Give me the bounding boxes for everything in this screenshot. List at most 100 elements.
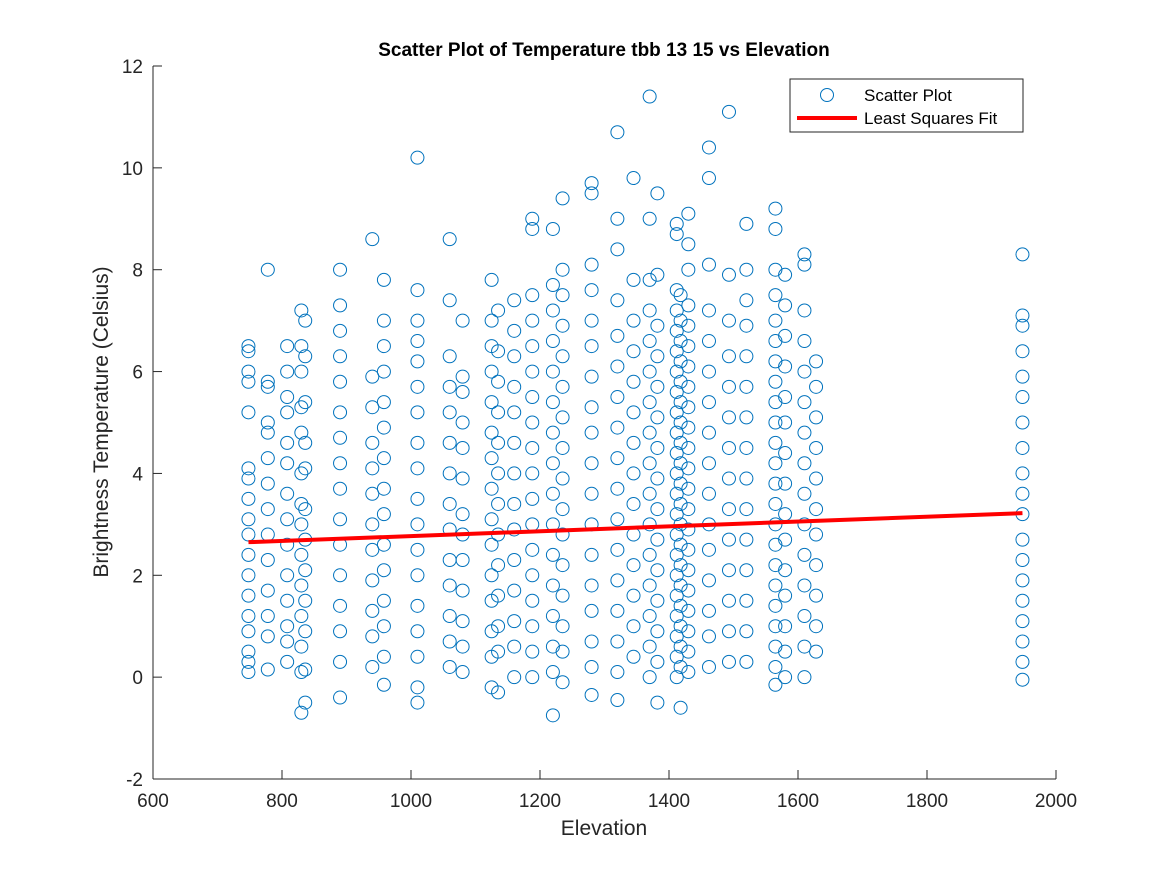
scatter-point bbox=[410, 624, 425, 639]
scatter-point bbox=[455, 614, 470, 629]
scatter-point bbox=[241, 665, 256, 680]
scatter-point bbox=[673, 456, 688, 471]
scatter-point bbox=[673, 395, 688, 410]
scatter-point bbox=[721, 471, 736, 486]
scatter-point bbox=[294, 364, 309, 379]
scatter-point bbox=[260, 379, 275, 394]
scatter-point bbox=[294, 578, 309, 593]
scatter-point bbox=[626, 496, 641, 511]
scatter-point bbox=[376, 420, 391, 435]
x-tick-label: 800 bbox=[266, 791, 298, 812]
scatter-point bbox=[507, 639, 522, 654]
scatter-point bbox=[298, 502, 313, 517]
scatter-point bbox=[681, 542, 696, 557]
scatter-point bbox=[721, 654, 736, 669]
scatter-point bbox=[768, 334, 783, 349]
scatter-point bbox=[294, 339, 309, 354]
y-tick-label: -2 bbox=[126, 770, 143, 791]
scatter-point bbox=[410, 283, 425, 298]
scatter-point bbox=[525, 644, 540, 659]
scatter-point bbox=[455, 583, 470, 598]
scatter-point bbox=[669, 629, 684, 644]
scatter-point bbox=[778, 415, 793, 430]
scatter-point bbox=[442, 435, 457, 450]
scatter-point bbox=[241, 339, 256, 354]
scatter-point bbox=[809, 558, 824, 573]
scatter-point bbox=[555, 440, 570, 455]
scatter-point bbox=[768, 677, 783, 692]
scatter-point bbox=[669, 568, 684, 583]
x-tick-label: 1600 bbox=[777, 791, 819, 812]
scatter-point bbox=[681, 502, 696, 517]
scatter-point bbox=[410, 680, 425, 695]
y-axis-title: Brightness Temperature (Celsius) bbox=[90, 266, 113, 577]
scatter-point bbox=[298, 563, 313, 578]
scatter-point bbox=[610, 512, 625, 527]
scatter-point bbox=[545, 221, 560, 236]
scatter-point bbox=[280, 405, 295, 420]
scatter-point bbox=[410, 491, 425, 506]
scatter-point bbox=[376, 481, 391, 496]
y-tick-label: 2 bbox=[132, 566, 143, 587]
scatter-point bbox=[333, 405, 348, 420]
scatter-point bbox=[455, 639, 470, 654]
scatter-point bbox=[584, 369, 599, 384]
scatter-point bbox=[768, 659, 783, 674]
scatter-point bbox=[681, 665, 696, 680]
y-tick-label: 10 bbox=[122, 159, 143, 180]
scatter-point bbox=[410, 150, 425, 165]
scatter-point bbox=[294, 303, 309, 318]
scatter-point bbox=[797, 670, 812, 685]
scatter-point bbox=[669, 364, 684, 379]
scatter-point bbox=[333, 690, 348, 705]
scatter-point bbox=[555, 619, 570, 634]
scatter-point bbox=[484, 481, 499, 496]
scatter-point bbox=[809, 588, 824, 603]
scatter-point bbox=[610, 242, 625, 257]
scatter-point bbox=[241, 491, 256, 506]
scatter-point bbox=[507, 522, 522, 537]
scatter-point bbox=[669, 425, 684, 440]
scatter-point bbox=[260, 583, 275, 598]
scatter-point bbox=[650, 563, 665, 578]
scatter-point bbox=[701, 171, 716, 186]
scatter-point bbox=[410, 379, 425, 394]
scatter-point bbox=[525, 491, 540, 506]
scatter-point bbox=[797, 364, 812, 379]
scatter-point bbox=[681, 339, 696, 354]
scatter-point bbox=[294, 547, 309, 562]
scatter-point bbox=[525, 466, 540, 481]
scatter-point bbox=[507, 670, 522, 685]
scatter-point bbox=[721, 532, 736, 547]
scatter-point bbox=[778, 446, 793, 461]
y-tick-label: 12 bbox=[122, 57, 143, 78]
scatter-point bbox=[260, 451, 275, 466]
scatter-point bbox=[525, 339, 540, 354]
scatter-point bbox=[768, 578, 783, 593]
scatter-point bbox=[410, 517, 425, 532]
scatter-point bbox=[442, 609, 457, 624]
scatter-point bbox=[410, 568, 425, 583]
scatter-point bbox=[298, 435, 313, 450]
scatter-point bbox=[491, 685, 506, 700]
scatter-point bbox=[721, 313, 736, 328]
scatter-point bbox=[610, 693, 625, 708]
scatter-point bbox=[626, 405, 641, 420]
scatter-point bbox=[333, 481, 348, 496]
scatter-point bbox=[491, 405, 506, 420]
scatter-point bbox=[809, 410, 824, 425]
scatter-point bbox=[778, 298, 793, 313]
scatter-point bbox=[584, 425, 599, 440]
scatter-point bbox=[626, 435, 641, 450]
scatter-point bbox=[739, 532, 754, 547]
scatter-point bbox=[610, 481, 625, 496]
scatter-point bbox=[545, 578, 560, 593]
scatter-point bbox=[778, 619, 793, 634]
scatter-point bbox=[642, 334, 657, 349]
scatter-point bbox=[333, 512, 348, 527]
scatter-point bbox=[545, 708, 560, 723]
scatter-point bbox=[642, 456, 657, 471]
scatter-point bbox=[280, 456, 295, 471]
scatter-point bbox=[701, 257, 716, 272]
scatter-point bbox=[455, 440, 470, 455]
